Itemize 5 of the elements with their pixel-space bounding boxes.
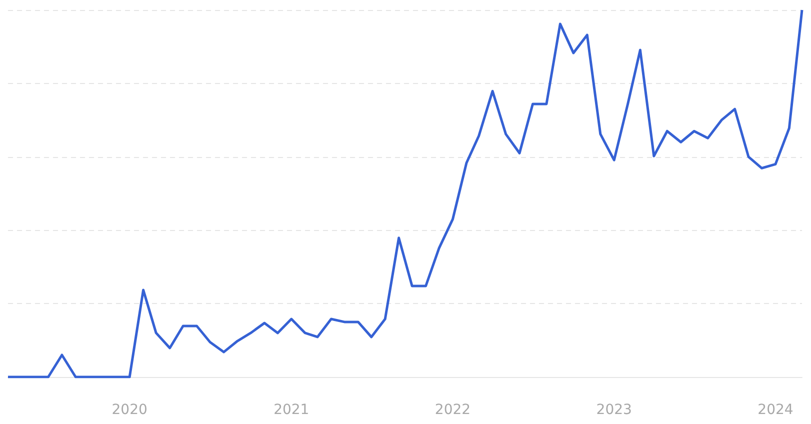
x-tick-label: 2023 [596,402,632,418]
x-tick-label: 2021 [274,402,310,418]
x-tick-label: 2022 [434,402,471,418]
x-tick-label: 2024 [758,402,794,418]
x-tick-label: 2020 [112,402,148,418]
